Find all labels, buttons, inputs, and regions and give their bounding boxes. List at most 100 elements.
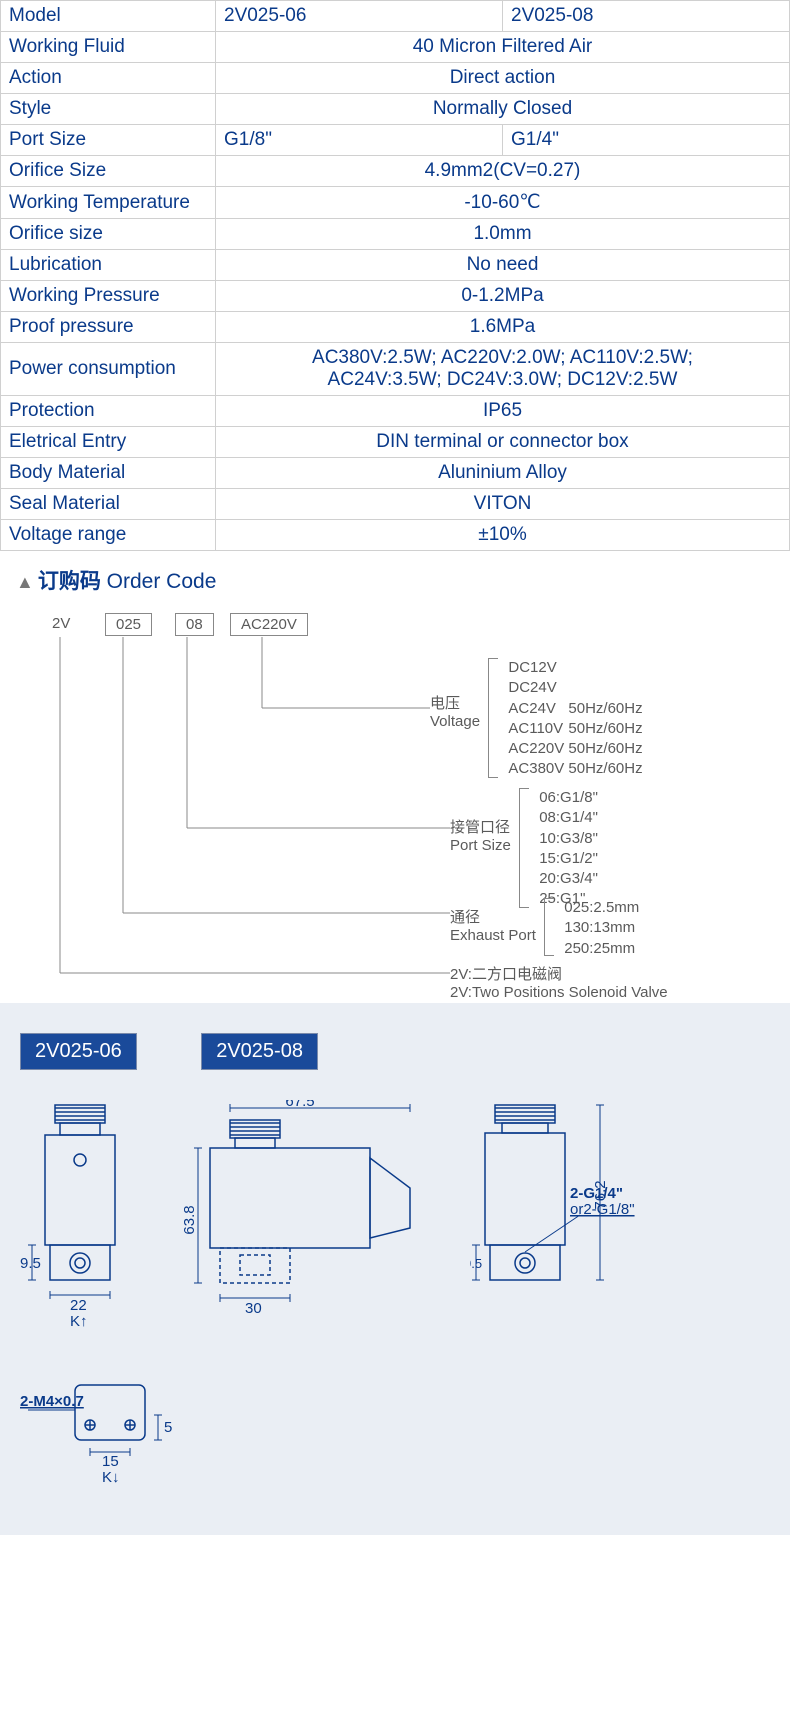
spec-value: No need [216, 250, 790, 281]
spec-label: Protection [1, 396, 216, 427]
spec-row: LubricationNo need [1, 250, 790, 281]
triangle-icon: ▲ [16, 572, 34, 592]
port-label-cn: 接管口径 [450, 816, 511, 837]
exhaust-block: 通径 Exhaust Port 025:2.5mm130:13mm250:25m… [450, 898, 639, 959]
voltage-label-cn: 电压 [430, 692, 480, 713]
spec-value: 40 Micron Filtered Air [216, 32, 790, 63]
spec-value: 2V025-06 [216, 1, 503, 32]
spec-table: Model2V025-062V025-08Working Fluid40 Mic… [0, 0, 790, 551]
spec-label: Eletrical Entry [1, 427, 216, 458]
spec-label: Body Material [1, 458, 216, 489]
port-option: 06:G1/8" [539, 788, 598, 808]
svg-text:K↑: K↑ [70, 1313, 88, 1330]
port-option: 10:G3/8" [539, 829, 598, 849]
spec-row: Seal MaterialVITON [1, 489, 790, 520]
series-line2: 2V:Two Positions Solenoid Valve [450, 984, 668, 1001]
spec-value: ±10% [216, 520, 790, 551]
svg-text:or2-G1/8": or2-G1/8" [570, 1201, 635, 1218]
spec-row: Port SizeG1/8"G1/4" [1, 125, 790, 156]
spec-row: Voltage range±10% [1, 520, 790, 551]
voltage-option: AC24V50Hz/60Hz [508, 699, 642, 719]
voltage-label-en: Voltage [430, 713, 480, 730]
spec-value: G1/4" [503, 125, 790, 156]
bottom-view: 2-M4×0.7 15 5 K↓ [20, 1370, 770, 1495]
spec-row: Power consumptionAC380V:2.5W; AC220V:2.0… [1, 343, 790, 396]
spec-value: IP65 [216, 396, 790, 427]
code-seg-port: 08 [175, 613, 214, 636]
code-seg-exhaust: 025 [105, 613, 152, 636]
heading-en: Order Code [107, 570, 217, 593]
model-badge-2: 2V025-08 [201, 1033, 318, 1070]
spec-label: Working Temperature [1, 187, 216, 219]
spec-value: VITON [216, 489, 790, 520]
spec-row: Working Fluid40 Micron Filtered Air [1, 32, 790, 63]
spec-row: Working Pressure0-1.2MPa [1, 281, 790, 312]
voltage-option: AC220V50Hz/60Hz [508, 739, 642, 759]
order-code-diagram: 2V 025 08 AC220V 电压 Voltage DC12VDC24VAC… [10, 603, 770, 1003]
spec-value: Aluninium Alloy [216, 458, 790, 489]
order-code-heading: ▲订购码 Order Code [16, 565, 790, 595]
port-option: 15:G1/2" [539, 849, 598, 869]
port-option: 08:G1/4" [539, 808, 598, 828]
spec-row: Body MaterialAluninium Alloy [1, 458, 790, 489]
spec-label: Orifice Size [1, 156, 216, 187]
exhaust-option: 250:25mm [564, 939, 639, 959]
spec-row: Orifice size1.0mm [1, 219, 790, 250]
spec-label: Lubrication [1, 250, 216, 281]
svg-text:K↓: K↓ [102, 1469, 120, 1486]
voltage-option: AC380V50Hz/60Hz [508, 759, 642, 779]
exhaust-option: 130:13mm [564, 918, 639, 938]
heading-cn: 订购码 [38, 570, 101, 593]
svg-text:30: 30 [245, 1300, 262, 1317]
front-view: 67.5 63.8 30 [180, 1100, 440, 1330]
spec-row: ActionDirect action [1, 63, 790, 94]
technical-drawing-panel: 2V025-06 2V025-08 [0, 1003, 790, 1535]
series-line1: 2V:二方口电磁阀 [450, 963, 668, 984]
svg-text:15: 15 [102, 1453, 119, 1470]
spec-row: Orifice Size4.9mm2(CV=0.27) [1, 156, 790, 187]
svg-text:2-G1/4": 2-G1/4" [570, 1185, 623, 1202]
spec-label: Voltage range [1, 520, 216, 551]
spec-value: 0-1.2MPa [216, 281, 790, 312]
spec-label: Orifice size [1, 219, 216, 250]
portsize-block: 接管口径 Port Size 06:G1/8"08:G1/4"10:G3/8"1… [450, 788, 598, 910]
voltage-block: 电压 Voltage DC12VDC24VAC24V50Hz/60HzAC110… [430, 658, 643, 780]
spec-row: ProtectionIP65 [1, 396, 790, 427]
spec-label: Model [1, 1, 216, 32]
side-view-2: 76.2 9.5 2-G1/4" or2-G1/8" [470, 1100, 690, 1330]
spec-value: 2V025-08 [503, 1, 790, 32]
spec-row: StyleNormally Closed [1, 94, 790, 125]
svg-text:9.5: 9.5 [20, 1255, 41, 1272]
spec-row: Model2V025-062V025-08 [1, 1, 790, 32]
spec-label: Port Size [1, 125, 216, 156]
spec-row: Eletrical EntryDIN terminal or connector… [1, 427, 790, 458]
spec-value: 1.0mm [216, 219, 790, 250]
spec-value: 1.6MPa [216, 312, 790, 343]
svg-text:9.5: 9.5 [470, 1256, 482, 1271]
exhaust-label-en: Exhaust Port [450, 927, 536, 944]
svg-text:5: 5 [164, 1419, 172, 1436]
spec-value: -10-60℃ [216, 187, 790, 219]
spec-row: Proof pressure1.6MPa [1, 312, 790, 343]
spec-value: 4.9mm2(CV=0.27) [216, 156, 790, 187]
port-label-en: Port Size [450, 837, 511, 854]
spec-label: Action [1, 63, 216, 94]
svg-text:67.5: 67.5 [285, 1100, 314, 1110]
spec-label: Power consumption [1, 343, 216, 396]
series-block: 2V:二方口电磁阀 2V:Two Positions Solenoid Valv… [450, 963, 668, 1001]
spec-value: Normally Closed [216, 94, 790, 125]
exhaust-option: 025:2.5mm [564, 898, 639, 918]
spec-value: DIN terminal or connector box [216, 427, 790, 458]
svg-text:22: 22 [70, 1297, 87, 1314]
exhaust-label-cn: 通径 [450, 906, 536, 927]
spec-value: AC380V:2.5W; AC220V:2.0W; AC110V:2.5W; A… [216, 343, 790, 396]
voltage-option: DC24V [508, 678, 642, 698]
code-seg-series: 2V [52, 615, 70, 632]
spec-value: Direct action [216, 63, 790, 94]
spec-label: Working Fluid [1, 32, 216, 63]
model-badge-1: 2V025-06 [20, 1033, 137, 1070]
voltage-option: AC110V50Hz/60Hz [508, 719, 642, 739]
spec-label: Seal Material [1, 489, 216, 520]
spec-label: Proof pressure [1, 312, 216, 343]
spec-value: G1/8" [216, 125, 503, 156]
